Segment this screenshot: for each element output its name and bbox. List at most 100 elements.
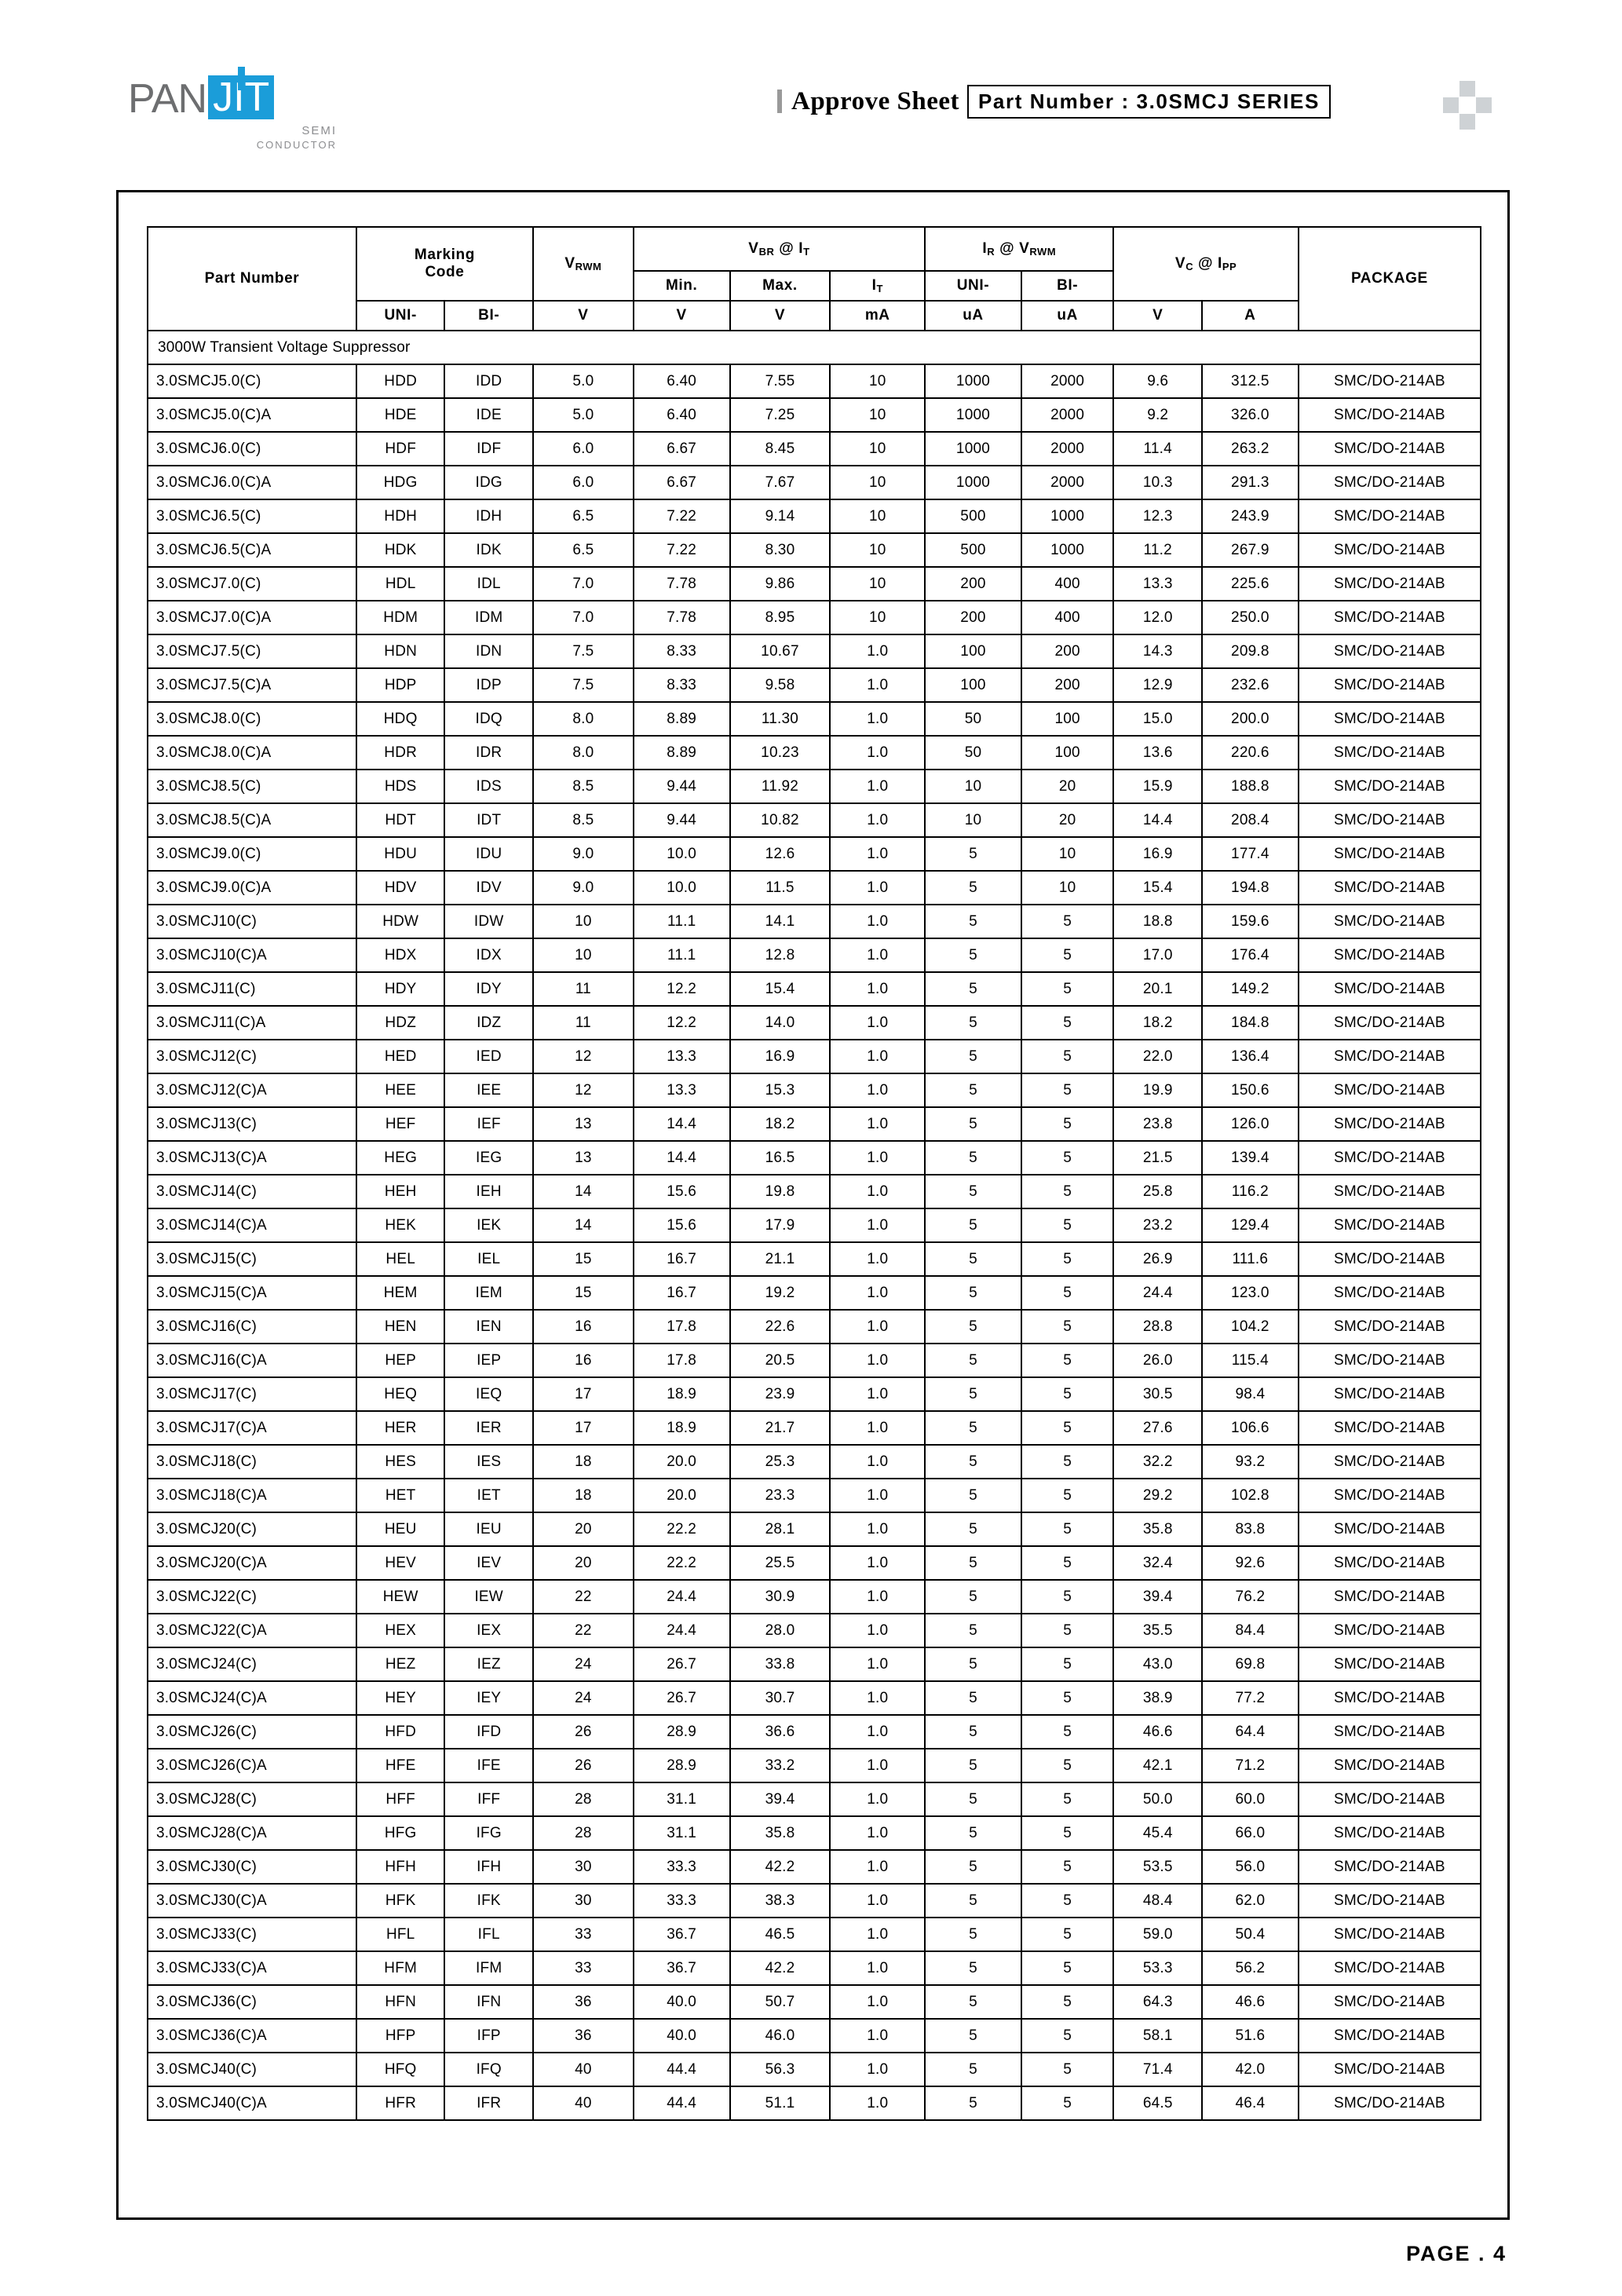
cell-value: 1.0 bbox=[829, 1984, 926, 2020]
cell-value: 29.2 bbox=[1112, 1478, 1203, 1513]
cell-value: 10 bbox=[829, 397, 926, 433]
cell-value: IDH bbox=[444, 499, 534, 534]
cell-value: 5 bbox=[1020, 1241, 1115, 1277]
cell-value: 46.4 bbox=[1200, 2086, 1299, 2121]
cell-value: 5 bbox=[924, 1106, 1022, 1142]
cell-value: 15.6 bbox=[632, 1174, 731, 1209]
unit-vbr-min: V bbox=[632, 300, 731, 331]
cell-value: 1.0 bbox=[829, 1748, 926, 1783]
cell-value: HDV bbox=[355, 870, 446, 905]
cell-value: 102.8 bbox=[1200, 1478, 1299, 1513]
cell-value: 27.6 bbox=[1112, 1410, 1203, 1446]
cell-value: 64.3 bbox=[1112, 1984, 1203, 2020]
cell-value: 15 bbox=[532, 1275, 634, 1311]
cell-value: 30 bbox=[532, 1849, 634, 1885]
cell-value: SMC/DO-214AB bbox=[1297, 1883, 1482, 1918]
cell-value: IDM bbox=[444, 600, 534, 635]
cell-value: 23.2 bbox=[1112, 1208, 1203, 1243]
cell-value: HDX bbox=[355, 938, 446, 973]
cell-value: 115.4 bbox=[1200, 1343, 1299, 1378]
cell-value: 14.0 bbox=[729, 1005, 831, 1040]
cell-value: SMC/DO-214AB bbox=[1297, 1579, 1482, 1614]
cell-value: 50.4 bbox=[1200, 1917, 1299, 1952]
cell-value: 11.2 bbox=[1112, 532, 1203, 568]
cell-value: SMC/DO-214AB bbox=[1297, 803, 1482, 838]
cell-value: 13.3 bbox=[1112, 566, 1203, 601]
cell-value: IEH bbox=[444, 1174, 534, 1209]
cell-value: 6.67 bbox=[632, 465, 731, 500]
cell-value: SMC/DO-214AB bbox=[1297, 667, 1482, 703]
cell-value: 46.6 bbox=[1200, 1984, 1299, 2020]
cell-part-number: 3.0SMCJ9.0(C)A bbox=[147, 870, 357, 905]
cell-part-number: 3.0SMCJ14(C)A bbox=[147, 1208, 357, 1243]
cell-value: 16.7 bbox=[632, 1241, 731, 1277]
cell-value: 5 bbox=[924, 1984, 1022, 2020]
cell-value: SMC/DO-214AB bbox=[1297, 566, 1482, 601]
cell-value: 8.95 bbox=[729, 600, 831, 635]
cell-value: HEW bbox=[355, 1579, 446, 1614]
cell-value: 30.9 bbox=[729, 1579, 831, 1614]
cell-value: SMC/DO-214AB bbox=[1297, 1444, 1482, 1479]
cell-value: 53.5 bbox=[1112, 1849, 1203, 1885]
cell-value: 5 bbox=[924, 1849, 1022, 1885]
table-row: 3.0SMCJ20(C)A HEV IEV 20 22.2 25.5 1.0 5 5 32.4 92… bbox=[147, 1545, 1482, 1581]
table-row: 3.0SMCJ6.0(C)A HDG IDG 6.0 6.67 7.67 10 1000 200… bbox=[147, 465, 1482, 500]
cell-value: 400 bbox=[1020, 566, 1115, 601]
cell-value: 42.2 bbox=[729, 1849, 831, 1885]
cell-value: 14.1 bbox=[729, 904, 831, 939]
cell-value: 36 bbox=[532, 2018, 634, 2053]
cell-value: 23.9 bbox=[729, 1377, 831, 1412]
cell-value: SMC/DO-214AB bbox=[1297, 2086, 1482, 2121]
table-row: 3.0SMCJ24(C) HEZ IEZ 24 26.7 33.8 1.0 5 5 43.0 69.… bbox=[147, 1647, 1482, 1682]
cell-value: 149.2 bbox=[1200, 971, 1299, 1007]
cell-value: IFD bbox=[444, 1714, 534, 1749]
cell-value: HFG bbox=[355, 1815, 446, 1851]
cell-value: 22.2 bbox=[632, 1545, 731, 1581]
cell-value: 5 bbox=[1020, 1714, 1115, 1749]
cell-value: 10.0 bbox=[632, 870, 731, 905]
cell-value: 10 bbox=[924, 803, 1022, 838]
header-row-1: Part Number Marking Code VRWM VBR @ IT I… bbox=[147, 226, 1482, 331]
cell-value: IFM bbox=[444, 1951, 534, 1986]
cell-value: 32.4 bbox=[1112, 1545, 1203, 1581]
cell-part-number: 3.0SMCJ11(C) bbox=[147, 971, 357, 1007]
cell-value: 5 bbox=[1020, 1984, 1115, 2020]
cell-part-number: 3.0SMCJ18(C)A bbox=[147, 1478, 357, 1513]
table-row: 3.0SMCJ36(C)A HFP IFP 36 40.0 46.0 1.0 5 5 58.1 51… bbox=[147, 2018, 1482, 2053]
cell-value: 39.4 bbox=[1112, 1579, 1203, 1614]
cell-part-number: 3.0SMCJ13(C) bbox=[147, 1106, 357, 1142]
cell-value: 42.1 bbox=[1112, 1748, 1203, 1783]
cell-value: SMC/DO-214AB bbox=[1297, 1815, 1482, 1851]
cell-value: HFN bbox=[355, 1984, 446, 2020]
cell-value: 7.55 bbox=[729, 364, 831, 399]
logo-umlaut-icon bbox=[238, 66, 265, 90]
cell-part-number: 3.0SMCJ16(C) bbox=[147, 1309, 357, 1344]
cell-value: 5 bbox=[924, 1917, 1022, 1952]
cell-value: 1.0 bbox=[829, 2052, 926, 2087]
logo-subtitle-conductor: CONDUCTOR bbox=[256, 139, 337, 151]
cell-value: 100 bbox=[924, 634, 1022, 669]
table-row: 3.0SMCJ11(C)A HDZ IDZ 11 12.2 14.0 1.0 5 5 18.2 18… bbox=[147, 1005, 1482, 1040]
cell-value: HDP bbox=[355, 667, 446, 703]
cell-value: 2000 bbox=[1020, 364, 1115, 399]
col-header-vbr-min: Min. bbox=[632, 270, 731, 302]
cell-value: 36.6 bbox=[729, 1714, 831, 1749]
table-row: 3.0SMCJ30(C)A HFK IFK 30 33.3 38.3 1.0 5 5 48.4 62… bbox=[147, 1883, 1482, 1918]
cell-value: 17.0 bbox=[1112, 938, 1203, 973]
cell-value: 5 bbox=[1020, 938, 1115, 973]
cell-value: IER bbox=[444, 1410, 534, 1446]
cell-value: 10 bbox=[1020, 870, 1115, 905]
cell-value: 15.0 bbox=[1112, 701, 1203, 737]
cell-value: 33.3 bbox=[632, 1883, 731, 1918]
table-row: 3.0SMCJ10(C) HDW IDW 10 11.1 14.1 1.0 5 5 18.8 159… bbox=[147, 904, 1482, 939]
vbr-i-sub: T bbox=[803, 246, 810, 258]
cell-value: 1.0 bbox=[829, 1309, 926, 1344]
cell-value: 1.0 bbox=[829, 1782, 926, 1817]
col-header-vrwm: VRWM bbox=[532, 226, 634, 302]
cell-value: HFH bbox=[355, 1849, 446, 1885]
cell-value: 10 bbox=[924, 769, 1022, 804]
cell-value: 5 bbox=[924, 1512, 1022, 1547]
vertical-bar-icon bbox=[777, 90, 782, 113]
cell-value: HFP bbox=[355, 2018, 446, 2053]
cell-value: 1000 bbox=[1020, 532, 1115, 568]
